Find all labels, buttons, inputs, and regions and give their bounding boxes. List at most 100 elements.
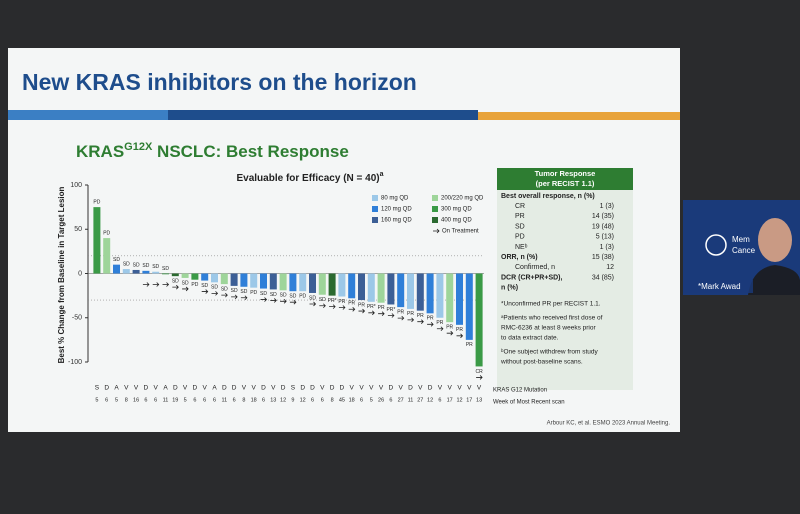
legend-swatch [372,206,378,212]
week-label: 8 [242,397,245,403]
y-tick-label: 0 [78,270,82,277]
table-cell: 14 (35) [592,213,614,220]
x-tick-label: D [173,385,178,392]
response-label: PD [93,199,100,205]
legend-label: 400 mg QD [441,218,472,224]
legend-label: 160 mg QD [381,218,412,224]
on-treatment-arrow [260,297,268,302]
bar [309,273,316,293]
bar [191,273,199,280]
on-treatment-arrow [456,333,464,339]
on-treatment-arrow [270,298,277,303]
bar [407,273,414,309]
table-cell: Best overall response, n (%) [501,193,595,200]
on-treatment-arrow [427,322,434,327]
week-label: 6 [360,397,363,403]
on-treatment-arrow [309,301,317,307]
response-label: PR [446,325,453,331]
x-tick-label: V [183,385,188,392]
week-label: 12 [456,397,462,403]
table-cell: 1 (3) [600,203,614,210]
on-treatment-arrow [319,303,326,309]
bar [328,273,336,296]
x-tick-label: D [261,385,266,392]
footnote: RMC-6236 at least 8 weeks prior [501,325,596,332]
week-label: 6 [389,397,392,403]
subtitle-part: Evaluable for Efficacy (N = 40) [236,173,379,184]
bar [113,264,120,274]
table-cell: PR [515,213,525,220]
x-tick-label: A [163,385,168,392]
bar [299,273,307,292]
week-label: 18 [349,397,355,403]
bar [416,273,424,311]
on-treatment-arrow [182,286,189,292]
response-label: PR* [386,307,395,313]
response-label: SD [182,280,189,286]
week-label: 9 [291,397,294,403]
week-label: 6 [213,397,216,403]
body [748,265,800,295]
bar [465,273,473,340]
week-label: 13 [270,397,276,403]
week-label: 8 [331,397,334,403]
x-tick-label: D [281,385,286,392]
week-label: 18 [251,397,257,403]
subtitle-sup: a [380,171,384,178]
name-bg [683,280,753,293]
response-label: SD [172,278,179,284]
response-label: PR [378,305,385,311]
week-label: 12 [300,397,306,403]
week-label: 6 [193,397,196,403]
x-tick-label: D [330,385,335,392]
x-tick-label: V [369,385,374,392]
response-label: PR* [367,304,376,310]
legend-label: On Treatment [442,229,479,235]
table-cell: SD [515,223,525,230]
on-treatment-arrow [289,299,297,305]
response-label: SD [240,289,247,295]
x-tick-label: V [457,385,462,392]
response-label: PR [456,327,463,333]
on-treatment-arrow [142,282,150,287]
x-tick-label: D [300,385,305,392]
bar [475,273,483,367]
face [758,218,792,262]
bar [358,273,365,301]
response-label: SD [152,264,159,270]
response-label: SD [142,263,149,269]
response-label: PR* [328,298,337,304]
week-label: 6 [233,397,236,403]
on-treatment-arrow [240,295,248,301]
y-tick-label: 50 [74,226,82,233]
week-label: 45 [339,397,345,403]
week-label: 17 [466,397,472,403]
response-label: SD [260,291,267,297]
citation: Arbour KC, et al. ESMO 2023 Annual Meeti… [547,421,671,427]
bar [230,273,238,286]
bar [279,273,287,291]
bar [426,273,434,314]
legend-label: 300 mg QD [441,207,472,213]
legend-swatch [372,217,378,223]
footnote: without post-baseline scans. [500,359,583,366]
response-label: SD [133,262,140,268]
bar [348,273,356,299]
title-sup: G12X [124,141,153,153]
stripe [8,110,168,120]
on-treatment-arrow [201,289,209,294]
table-cell: 12 [606,264,614,271]
x-tick-label: V [477,385,482,392]
bar [181,273,189,278]
week-label: 6 [144,397,147,403]
x-tick-label: V [252,385,257,392]
bar [367,273,375,302]
table-cell: 15 (38) [592,254,614,261]
on-treatment-arrow [172,284,179,290]
week-label: 16 [133,397,139,403]
table-cell: 1 (3) [600,244,614,251]
on-treatment-arrow [221,292,228,298]
footnote: ᵇOne subject withdrew from study [501,349,598,356]
title-part: KRAS [76,142,124,161]
response-label: PD [250,290,257,296]
